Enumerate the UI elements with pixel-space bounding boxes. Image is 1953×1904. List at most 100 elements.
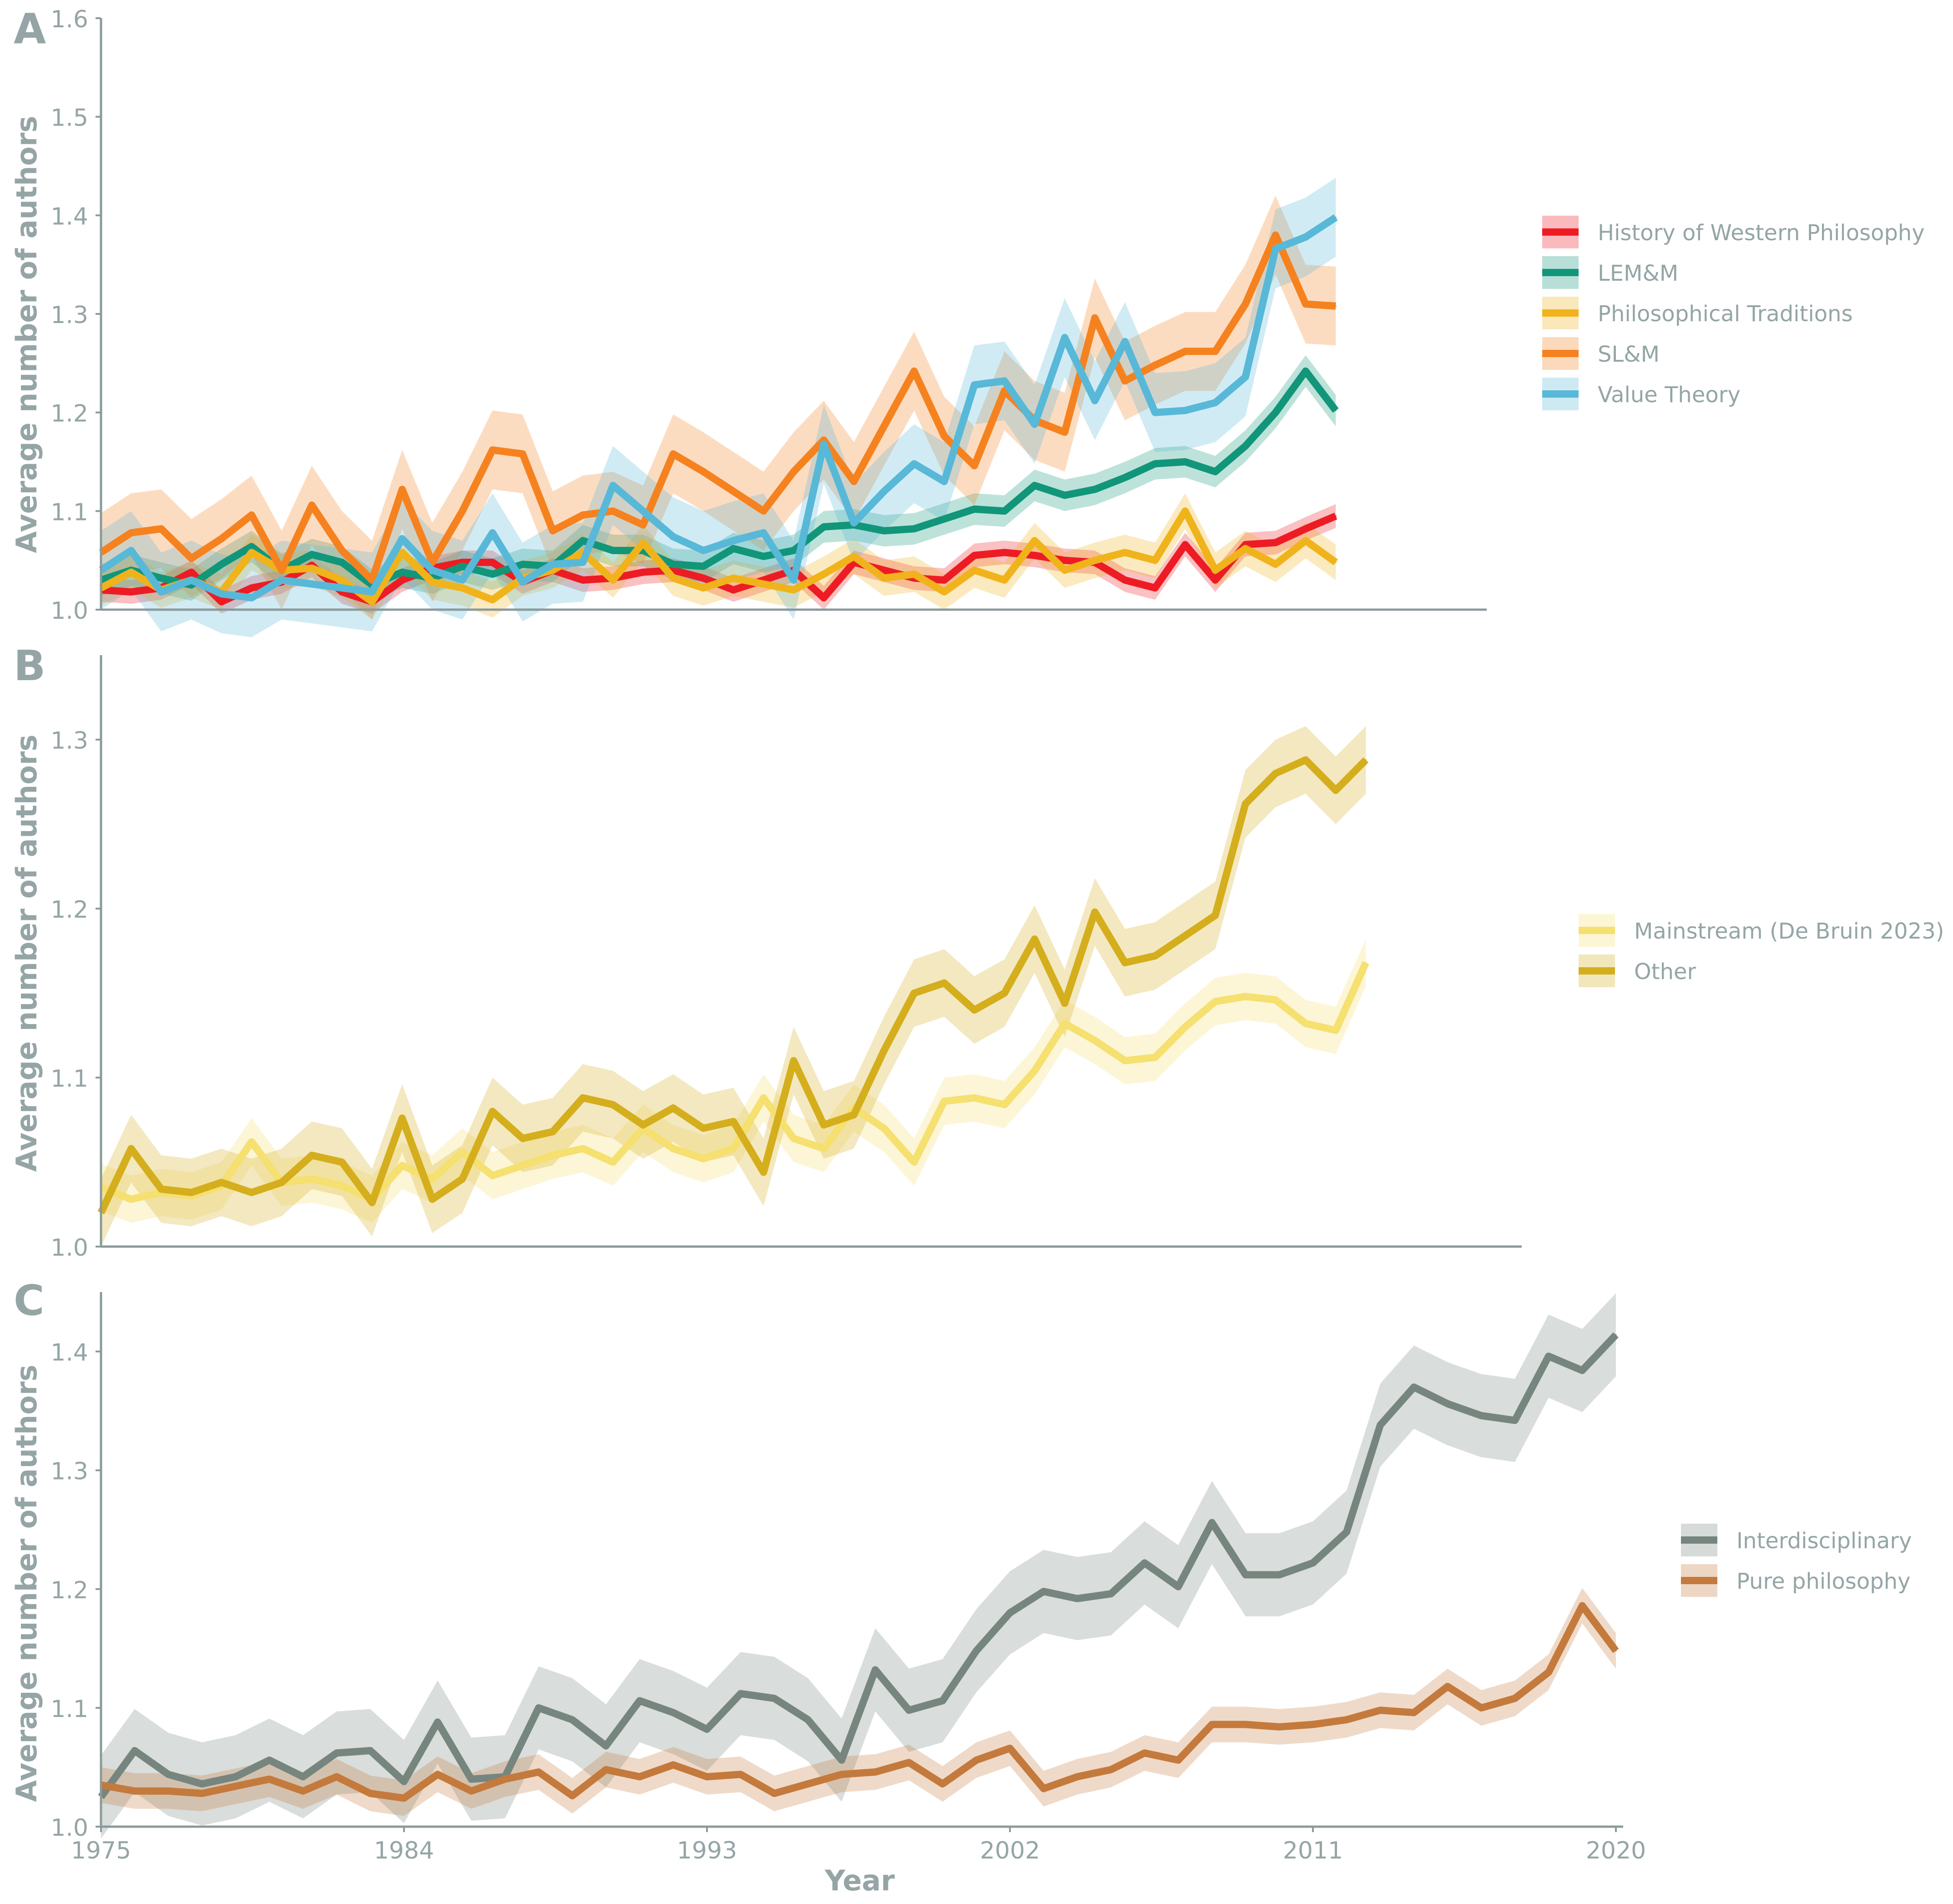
data-point <box>740 1693 742 1695</box>
data-point <box>251 1192 252 1193</box>
data-point <box>672 453 674 455</box>
data-point <box>369 1793 371 1794</box>
data-point <box>1514 1419 1516 1421</box>
panel-label: A <box>14 5 46 53</box>
data-point <box>1076 1598 1078 1600</box>
data-point <box>311 567 313 569</box>
legend-item: Interdisciplinary <box>1681 1524 1912 1556</box>
data-point <box>1275 999 1277 1001</box>
y-tick-label: 1.6 <box>50 6 88 33</box>
data-point <box>944 982 945 984</box>
data-point <box>1365 759 1367 761</box>
data-point <box>1004 510 1005 512</box>
series-line <box>99 231 1336 584</box>
data-point <box>1214 914 1216 916</box>
data-point <box>1094 560 1096 561</box>
data-point <box>612 1161 614 1163</box>
data-point <box>1214 350 1216 352</box>
data-point <box>134 1790 136 1792</box>
data-point <box>251 1141 252 1143</box>
data-point <box>582 1148 584 1150</box>
legend-item: Pure philosophy <box>1681 1564 1911 1597</box>
data-point <box>134 1750 136 1752</box>
confidence-band <box>101 504 1336 614</box>
data-point <box>762 1097 764 1099</box>
data-point <box>281 579 283 581</box>
data-point <box>883 530 885 532</box>
data-point <box>853 561 855 563</box>
data-point <box>913 463 915 465</box>
x-tick-label: 2002 <box>980 1837 1040 1864</box>
data-point <box>1312 1723 1314 1725</box>
data-point <box>1335 217 1337 218</box>
data-point <box>341 1161 343 1163</box>
y-axis-label: Average number of authors <box>10 734 43 1172</box>
data-point <box>1305 759 1307 761</box>
data-point <box>582 540 584 541</box>
data-point <box>160 1188 162 1190</box>
x-tick-label: 2020 <box>1586 1837 1646 1864</box>
data-point <box>807 1719 809 1721</box>
data-point <box>883 425 885 427</box>
data-point <box>552 563 554 565</box>
data-point <box>1177 1759 1179 1761</box>
data-point <box>672 1712 674 1713</box>
data-point <box>793 471 795 473</box>
data-point <box>160 528 162 530</box>
data-point <box>538 1707 540 1709</box>
data-point <box>461 1178 463 1180</box>
data-point <box>582 514 584 516</box>
data-point <box>672 577 674 579</box>
data-point <box>1124 1060 1126 1061</box>
data-point <box>706 1776 708 1778</box>
data-point <box>944 591 945 593</box>
data-point <box>773 1697 775 1699</box>
data-point <box>191 579 192 581</box>
data-point <box>235 1785 237 1787</box>
data-point <box>672 1764 674 1766</box>
data-point <box>740 1773 742 1775</box>
data-point <box>201 1783 203 1785</box>
data-point <box>191 1192 192 1193</box>
data-point <box>913 370 915 372</box>
data-point <box>1034 424 1035 425</box>
data-point <box>431 1178 433 1180</box>
x-axis-label: Year <box>824 1864 895 1897</box>
data-point <box>1154 955 1156 957</box>
data-point <box>944 480 945 482</box>
data-point <box>942 1783 944 1785</box>
y-tick-label: 1.0 <box>50 1814 88 1842</box>
data-point <box>793 589 795 591</box>
data-point <box>552 569 554 571</box>
data-point <box>461 587 463 589</box>
data-point <box>1335 515 1337 517</box>
data-point <box>401 1165 403 1167</box>
data-point <box>823 1124 825 1126</box>
data-point <box>1004 390 1005 392</box>
data-point <box>281 1182 283 1183</box>
data-point <box>311 504 313 506</box>
data-point <box>1034 938 1035 940</box>
data-point <box>268 1759 270 1761</box>
data-point <box>1305 1023 1307 1025</box>
data-point <box>793 1137 795 1139</box>
data-point <box>1064 495 1065 496</box>
data-point <box>1245 1574 1246 1576</box>
data-point <box>371 601 373 603</box>
y-tick-label: 1.1 <box>50 499 88 526</box>
data-point <box>913 528 915 530</box>
data-point <box>1154 560 1156 561</box>
data-point <box>1480 1415 1482 1417</box>
y-axis-label: Average number of authors <box>10 116 43 553</box>
data-point <box>1245 803 1246 805</box>
data-point <box>1413 1386 1415 1388</box>
legend-item: Philosophical Traditions <box>1542 297 1853 329</box>
data-point <box>1184 935 1186 937</box>
data-point <box>167 1773 169 1775</box>
data-point <box>311 1178 313 1180</box>
legend-item: Value Theory <box>1542 378 1741 410</box>
data-point <box>612 579 614 581</box>
data-point <box>974 555 975 556</box>
data-point <box>762 583 764 585</box>
